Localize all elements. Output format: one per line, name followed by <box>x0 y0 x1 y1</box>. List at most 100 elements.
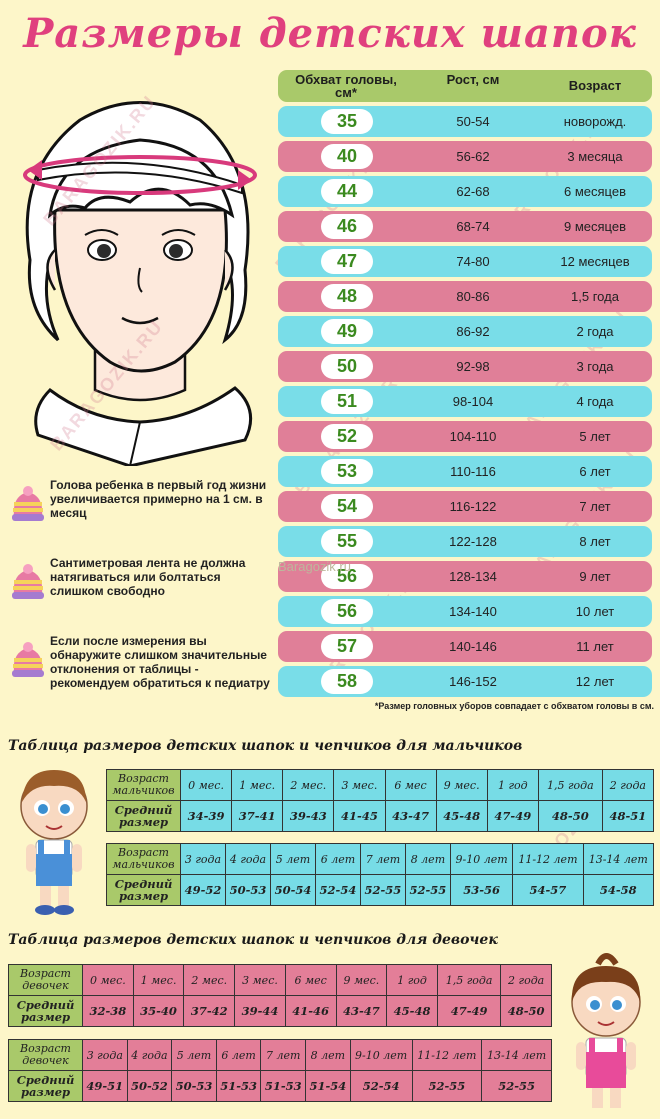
girth-value: 48 <box>321 284 373 309</box>
table-cell: 52-54 <box>349 1070 413 1102</box>
table-row: 49 86-92 2 года <box>278 316 652 347</box>
age-value: 12 месяцев <box>560 254 630 269</box>
age-value: 7 лет <box>579 499 611 514</box>
girls-table-1: Возраст девочек 0 мес. 1 мес. 2 мес. 3 мес. 6… <box>8 964 552 1027</box>
table-cell: 2 мес. <box>282 769 335 801</box>
tip-item: Голова ребенка в первый год жизни увелич… <box>8 478 270 546</box>
table-cell: 50-53 <box>171 1070 217 1102</box>
table-row: 58 146-152 12 лет <box>278 666 652 697</box>
table-cell: 43-47 <box>384 800 437 832</box>
table-cell: 2 года <box>500 964 552 996</box>
knit-hat-icon <box>12 642 44 677</box>
girth-value: 56 <box>321 599 373 624</box>
header-height: Рост, см <box>446 72 500 87</box>
height-value: 56-62 <box>456 149 490 164</box>
height-value: 92-98 <box>456 359 490 374</box>
table-cell: 6 лет <box>215 1039 262 1071</box>
footnote: *Размер головных уборов совпадает с обхв… <box>374 701 654 711</box>
table-row: Возраст девочек 3 года 4 года 5 лет 6 лет 7 л… <box>8 1039 552 1071</box>
girth-value: 58 <box>321 669 373 694</box>
table-cell: 1 мес. <box>132 964 185 996</box>
table-row: 51 98-104 4 года <box>278 386 652 417</box>
height-value: 80-86 <box>456 289 490 304</box>
table-cell: 52-55 <box>359 874 406 906</box>
table-cell: 1,5 года <box>436 964 502 996</box>
age-value: 11 лет <box>576 639 614 654</box>
girth-value: 57 <box>321 634 373 659</box>
table-cell: 9 мес. <box>435 769 488 801</box>
table-cell: 8 лет <box>404 843 451 875</box>
table-cell: 35-40 <box>132 995 185 1027</box>
table-cell: 52-55 <box>481 1070 552 1102</box>
table-cell: 9 мес. <box>335 964 388 996</box>
table-cell: 4 года <box>126 1039 173 1071</box>
table-cell: 41-45 <box>333 800 386 832</box>
table-row: 47 74-80 12 месяцев <box>278 246 652 277</box>
tip-text: Сантиметровая лента не должна натягивать… <box>50 556 246 598</box>
table-row: Возраст девочек 0 мес. 1 мес. 2 мес. 3 мес. 6… <box>8 964 552 996</box>
table-cell: 51-54 <box>305 1070 351 1102</box>
table-cell: 50-53 <box>224 874 271 906</box>
table-cell: 13-14 лет <box>481 1039 552 1071</box>
table-row: Возраст мальчиков 0 мес. 1 мес. 2 мес. 3 мес… <box>106 769 655 801</box>
table-cell: 52-55 <box>411 1070 483 1102</box>
table-row: Средний размер 32-38 35-40 37-42 39-44 41-46 4… <box>8 995 552 1027</box>
table-cell: 13-14 лет <box>582 843 655 875</box>
table-row: 53 110-116 6 лет <box>278 456 652 487</box>
table-cell: 50-54 <box>269 874 316 906</box>
age-value: 9 лет <box>579 569 611 584</box>
tip-text: Голова ребенка в первый год жизни увелич… <box>50 478 267 520</box>
girth-value: 56 <box>321 564 373 589</box>
table-cell: 51-53 <box>260 1070 307 1102</box>
boy-illustration <box>20 770 88 915</box>
tip-item: Сантиметровая лента не должна натягивать… <box>8 556 270 624</box>
table-cell: 1 год <box>386 964 438 996</box>
girl-illustration <box>571 953 641 1108</box>
boys-table-2: Возраст мальчиков 3 года 4 года 5 лет 6 лет 7… <box>106 843 655 906</box>
table-cell: 5 лет <box>269 843 316 875</box>
table-cell: 2 года <box>601 769 655 801</box>
table-row: 48 80-86 1,5 года <box>278 281 652 312</box>
age-value: 6 лет <box>579 464 611 479</box>
table-cell: 49-51 <box>82 1070 128 1102</box>
table-cell: 11-12 лет <box>512 843 584 875</box>
table-row: Средний размер 34-39 37-41 39-43 41-45 43-47 4… <box>106 800 655 832</box>
girth-value: 47 <box>321 249 373 274</box>
header-girth: Обхват головы, см* <box>295 72 397 100</box>
height-value: 134-140 <box>449 604 497 619</box>
table-cell: 9-10 лет <box>449 843 514 875</box>
child-head-illustration <box>23 101 257 466</box>
table-header: Обхват головы, см* Рост, см Возраст <box>278 70 652 102</box>
table-row: Средний размер 49-52 50-53 50-54 52-54 52-55 5… <box>106 874 655 906</box>
table-cell: 54-58 <box>582 874 655 906</box>
watermark-text: Baragozik.ru <box>278 559 351 574</box>
age-value: 6 месяцев <box>564 184 626 199</box>
table-cell: 52-55 <box>404 874 451 906</box>
table-row: Средний размер 49-51 50-52 50-53 51-53 51-53 5… <box>8 1070 552 1102</box>
girth-value: 46 <box>321 214 373 239</box>
height-value: 98-104 <box>452 394 494 409</box>
height-value: 104-110 <box>449 429 497 444</box>
table-cell: 5 лет <box>171 1039 217 1071</box>
age-value: 3 года <box>576 359 614 374</box>
girth-value: 35 <box>321 109 373 134</box>
table-cell: 11-12 лет <box>411 1039 483 1071</box>
age-value: 3 месяца <box>567 149 623 164</box>
boys-section-title: Таблица размеров детских шапок и чепчико… <box>8 738 523 754</box>
height-value: 140-146 <box>449 639 497 654</box>
table-cell: 7 лет <box>260 1039 307 1071</box>
age-value: 4 года <box>576 394 614 409</box>
table-cell: 45-48 <box>435 800 488 832</box>
table-cell: 37-41 <box>231 800 284 832</box>
row-label: Средний размер <box>8 995 83 1027</box>
table-cell: 37-42 <box>183 995 236 1027</box>
tips-list: Голова ребенка в первый год жизни увелич… <box>8 478 270 712</box>
girth-value: 49 <box>321 319 373 344</box>
hat-size-table: Обхват головы, см* Рост, см Возраст 35 50… <box>278 70 652 697</box>
height-value: 74-80 <box>456 254 490 269</box>
table-cell: 3 года <box>82 1039 128 1071</box>
knit-hat-icon <box>12 486 44 521</box>
age-value: 2 года <box>576 324 614 339</box>
table-cell: 0 мес. <box>179 769 233 801</box>
table-cell: 39-43 <box>282 800 335 832</box>
